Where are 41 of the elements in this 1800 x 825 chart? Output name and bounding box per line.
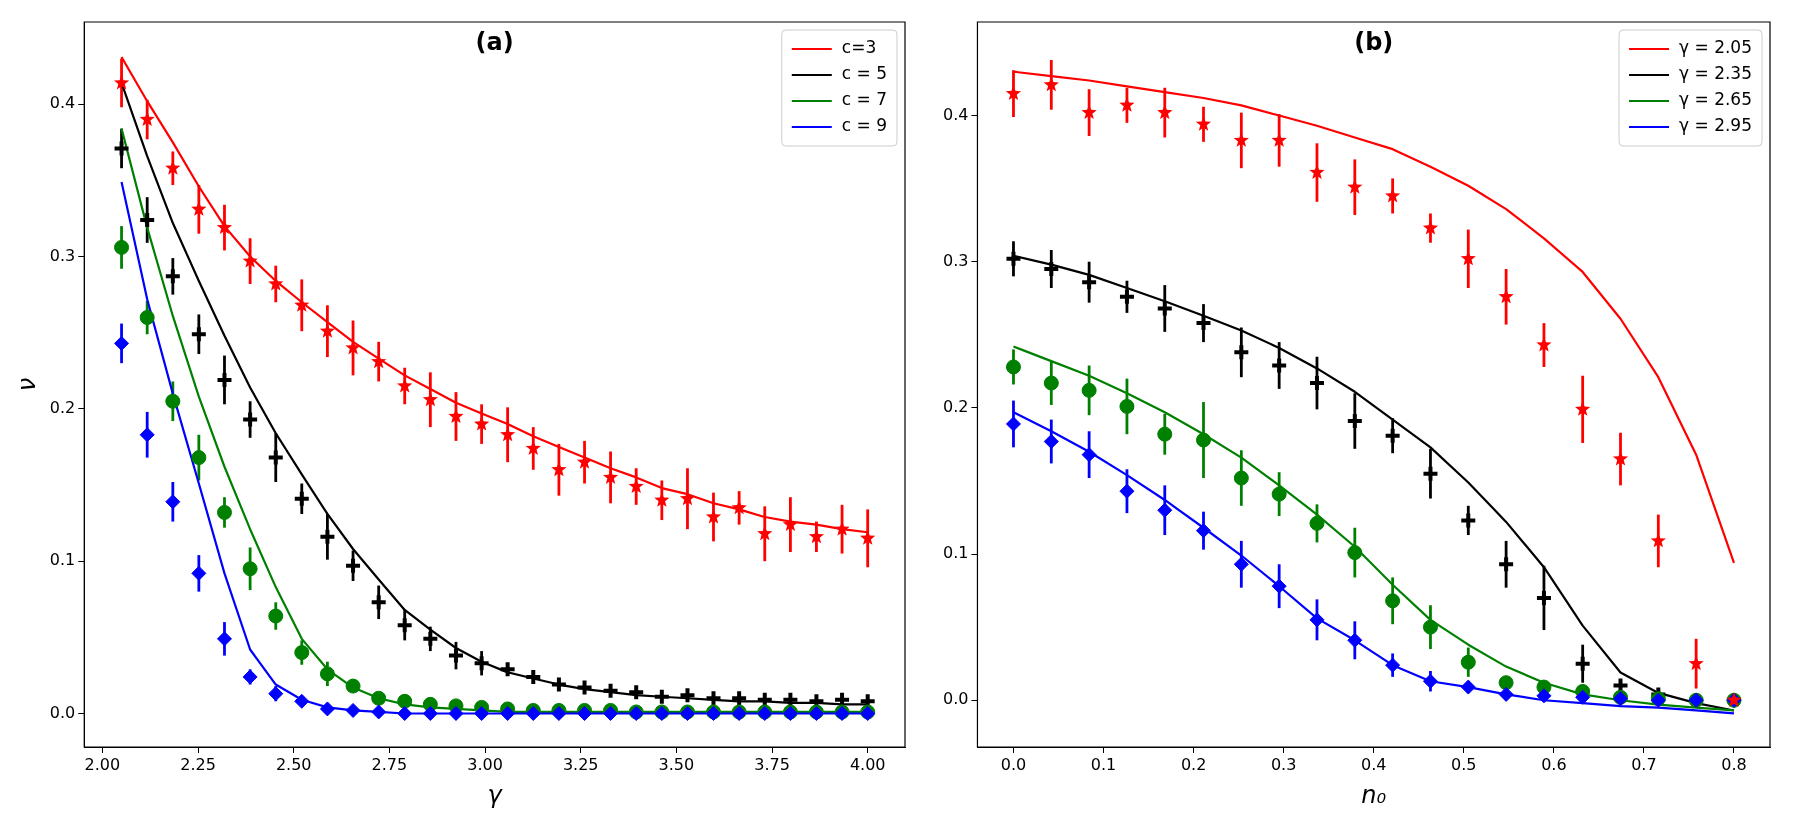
x-tick-label: 2.25 <box>180 754 216 774</box>
x-tick-label: 0.2 <box>1180 754 1207 774</box>
x-tick-label: 0.1 <box>1090 754 1117 774</box>
x-tick-label: 3.00 <box>467 754 503 774</box>
y-tick-label: 0.3 <box>942 250 969 270</box>
x-tick-label: 0.6 <box>1541 754 1567 774</box>
legend-label: c=3 <box>841 37 877 58</box>
chart-title: (a) <box>475 28 514 57</box>
x-tick-label: 3.75 <box>754 754 790 774</box>
x-tick-label: 0.7 <box>1631 754 1657 774</box>
x-tick-label: 2.00 <box>84 754 121 774</box>
x-tick-label: 0.5 <box>1451 754 1477 774</box>
y-axis-title: ν <box>12 377 41 392</box>
y-tick-label: 0.2 <box>942 397 969 417</box>
x-axis-title: γ <box>487 780 504 809</box>
x-axis-title: n₀ <box>1361 780 1387 809</box>
x-tick-label: 2.75 <box>371 754 408 774</box>
x-tick-label: 0.8 <box>1721 754 1747 774</box>
legend-label: c = 5 <box>841 63 887 84</box>
chart-title: (b) <box>1354 28 1394 57</box>
x-tick-label: 0.4 <box>1361 754 1387 774</box>
legend-label: c = 9 <box>841 115 887 136</box>
y-tick-label: 0.2 <box>49 398 76 418</box>
y-tick-label: 0.0 <box>942 689 969 709</box>
legend-label: γ = 2.95 <box>1679 115 1752 136</box>
y-tick-label: 0.3 <box>49 245 76 265</box>
x-tick-label: 4.00 <box>849 754 886 774</box>
legend-label: γ = 2.35 <box>1679 63 1752 84</box>
x-tick-label: 0.3 <box>1270 754 1297 774</box>
legend-label: γ = 2.05 <box>1679 37 1752 58</box>
y-tick-label: 0.1 <box>942 543 969 563</box>
y-tick-label: 0.4 <box>942 104 969 124</box>
x-tick-label: 0.0 <box>1000 754 1027 774</box>
x-tick-label: 3.25 <box>562 754 599 774</box>
x-tick-label: 2.50 <box>275 754 312 774</box>
y-tick-label: 0.4 <box>49 93 76 113</box>
legend-label: c = 7 <box>841 89 887 110</box>
x-tick-label: 3.50 <box>658 754 695 774</box>
legend-label: γ = 2.65 <box>1679 89 1752 110</box>
y-tick-label: 0.0 <box>49 702 76 722</box>
y-tick-label: 0.1 <box>49 550 76 570</box>
